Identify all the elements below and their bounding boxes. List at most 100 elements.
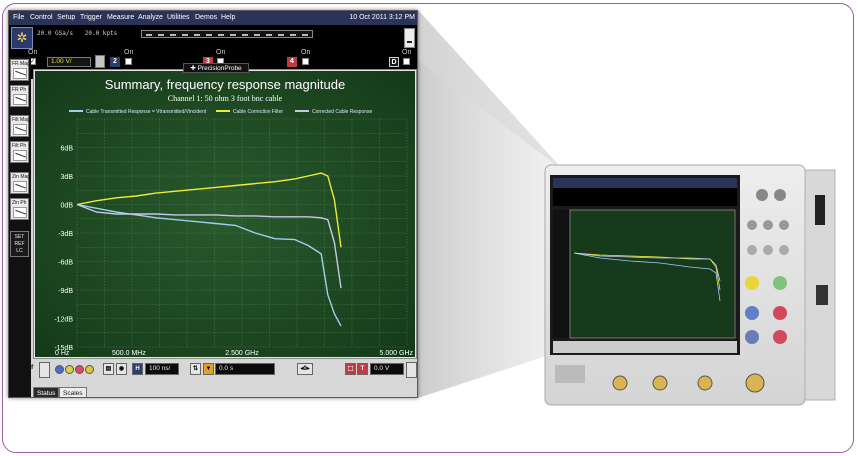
- digital-channel-button[interactable]: D: [389, 57, 399, 67]
- x-axis-ticks: 0 Hz 500.0 MHz 2.500 GHz 5.000 GHz: [55, 350, 413, 357]
- tab-scales[interactable]: Scales: [59, 387, 87, 397]
- channel-4-on-label: On: [301, 49, 311, 56]
- channel-2-button[interactable]: 2: [110, 57, 120, 67]
- zin-ph-button[interactable]: Zin Ph: [10, 198, 29, 220]
- fr-ph-label: FR Ph: [12, 87, 27, 93]
- color-gold-button[interactable]: [85, 365, 94, 374]
- set-ref-line3: LC: [16, 248, 23, 254]
- bottom-control-bar: f ▤ ◉ H 100 ns/ ⇅ ▼ 0.0 s ◂0▸ ⬚ T 0.0 V …: [31, 359, 417, 397]
- plot-background: [35, 71, 415, 357]
- filt-ph-label: Filt Ph: [12, 143, 27, 149]
- precision-probe-label: PrecisionProbe: [197, 65, 242, 72]
- x-tick-label: 2.500 GHz: [225, 350, 259, 357]
- menu-help[interactable]: Help: [221, 14, 236, 21]
- trigger-edge-icon[interactable]: ⬚: [345, 363, 356, 375]
- y-tick-label: -3dB: [58, 231, 73, 238]
- menu-demos[interactable]: Demos: [195, 14, 218, 21]
- menu-measure[interactable]: Measure: [107, 14, 135, 21]
- scroll-stepper[interactable]: [39, 362, 50, 378]
- chart-legend: Cable Transmitted Response = Vtransmitte…: [69, 109, 373, 115]
- channel-4-checkbox[interactable]: [302, 58, 309, 65]
- probe-icon[interactable]: ◉: [116, 363, 127, 375]
- filt-mag-button[interactable]: Filt Mag: [10, 115, 30, 137]
- channel-1-scale-stepper[interactable]: [95, 55, 105, 68]
- color-pink-button[interactable]: [75, 365, 84, 374]
- delay-field[interactable]: 0.0 s: [215, 363, 275, 375]
- channel-1-scale-field[interactable]: 1.00 V/: [47, 57, 91, 67]
- y-tick-label: -9dB: [58, 288, 73, 295]
- delay-marker-icon: ▼: [203, 363, 214, 375]
- y-tick-label: 0dB: [61, 203, 74, 210]
- menu-utilities[interactable]: Utilities: [167, 14, 190, 21]
- frequency-response-chart[interactable]: Summary, frequency response magnitude Ch…: [35, 71, 415, 357]
- channel-4-button[interactable]: 4: [287, 57, 297, 67]
- zin-ph-label: Zin Ph: [12, 200, 27, 206]
- channel-row: 1 On ✓ 1.00 V/ 2 On 3 On 4 On D On: [9, 47, 417, 68]
- trigger-level-field[interactable]: 0.0 V: [370, 363, 404, 375]
- zin-phase-icon: [13, 207, 27, 218]
- legend-label: Cable Correction Filter: [233, 109, 283, 115]
- chart-subtitle: Channel 1: 50 ohm 3 foot bnc cable: [168, 94, 283, 103]
- agilent-logo-icon[interactable]: ✲: [11, 27, 33, 49]
- horizontal-button[interactable]: H: [132, 363, 143, 375]
- menu-analyze[interactable]: Analyze: [138, 14, 163, 21]
- channel-1-on-label: On: [28, 49, 38, 56]
- color-blue-button[interactable]: [55, 365, 64, 374]
- channel-2-checkbox[interactable]: [125, 58, 132, 65]
- fr-mag-button[interactable]: FR Mag: [10, 59, 30, 81]
- fr-magnitude-icon: [13, 68, 27, 79]
- series-line: [76, 172, 342, 248]
- filter-phase-icon: [13, 150, 27, 161]
- x-tick-label: 5.000 GHz: [380, 350, 414, 357]
- set-ref-line1: SET: [14, 234, 25, 240]
- digital-checkbox[interactable]: [403, 58, 410, 65]
- trigger-level-stepper[interactable]: [406, 362, 417, 378]
- filter-magnitude-icon: [13, 124, 27, 135]
- menu-trigger[interactable]: Trigger: [80, 14, 102, 21]
- chart-grid: [76, 118, 408, 348]
- series-line: [76, 203, 342, 289]
- memory-depth: 20.0 kpts: [84, 30, 118, 37]
- y-axis-ticks: 6dB 3dB 0dB -3dB -6dB -9dB -12dB -15dB: [54, 146, 73, 353]
- menu-file[interactable]: File: [13, 14, 25, 21]
- minimize-button[interactable]: [404, 28, 415, 48]
- delay-stepper-icon[interactable]: ⇅: [190, 363, 201, 375]
- channel-3-on-label: On: [216, 49, 226, 56]
- filt-mag-label: Filt Mag: [12, 117, 30, 123]
- pin-icon: f: [31, 364, 34, 371]
- set-ref-button[interactable]: SET REF LC: [10, 231, 29, 257]
- trigger-button[interactable]: T: [357, 363, 368, 375]
- y-tick-label: 3dB: [61, 174, 74, 181]
- digital-on-label: On: [402, 49, 412, 56]
- x-tick-label: 0 Hz: [55, 350, 70, 357]
- x-tick-label: 500.0 MHz: [112, 350, 146, 357]
- set-ref-line2: REF: [14, 241, 25, 247]
- oscilloscope-device: [544, 164, 836, 406]
- color-yellow-button[interactable]: [65, 365, 74, 374]
- menu-setup[interactable]: Setup: [57, 14, 76, 21]
- menu-control[interactable]: Control: [30, 14, 53, 21]
- zin-magnitude-icon: [13, 181, 27, 192]
- chart-series: [76, 172, 342, 327]
- precision-probe-tab[interactable]: ✚ PrecisionProbe: [183, 63, 249, 73]
- fr-mag-label: FR Mag: [12, 61, 30, 67]
- tab-status[interactable]: Status: [33, 387, 60, 397]
- acquisition-readout: 20.0 GSa/s 20.0 kpts: [37, 30, 125, 37]
- fr-phase-icon: [13, 94, 27, 105]
- waveform-overview-strip[interactable]: [141, 30, 313, 38]
- tab-arrow-icon: ✚: [190, 65, 198, 72]
- zin-mag-button[interactable]: Zin Mag: [10, 172, 30, 194]
- legend-label: Cable Transmitted Response = Vtransmitte…: [86, 109, 207, 115]
- fr-ph-button[interactable]: FR Ph: [10, 85, 29, 107]
- scope-screen: File Control Setup Trigger Measure Analy…: [8, 10, 418, 398]
- y-tick-label: -6dB: [58, 260, 73, 267]
- delay-arrows-icon[interactable]: ◂0▸: [297, 363, 313, 375]
- channel-3-button[interactable]: 3: [203, 57, 213, 67]
- filt-ph-button[interactable]: Filt Ph: [10, 141, 29, 163]
- autoscale-icon[interactable]: ▤: [103, 363, 114, 375]
- channel-2-on-label: On: [124, 49, 134, 56]
- time-scale-field[interactable]: 100 ns/: [145, 363, 179, 375]
- legend-label: Corrected Cable Response: [312, 109, 373, 115]
